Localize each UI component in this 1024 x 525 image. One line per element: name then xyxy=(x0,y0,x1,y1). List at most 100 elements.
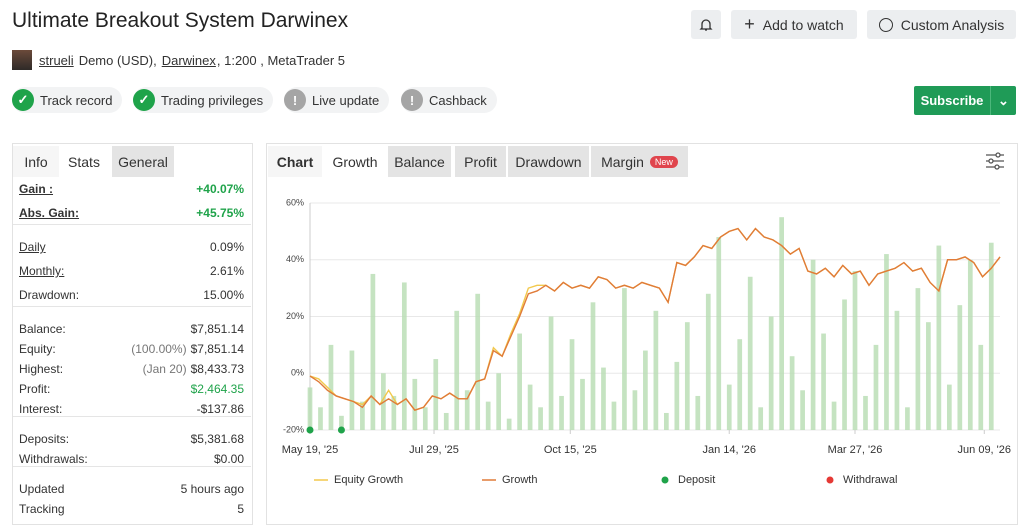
status-icon: ! xyxy=(401,89,423,111)
stat-value: $5,381.68 xyxy=(191,432,244,446)
stat-value: 5 xyxy=(237,502,244,516)
series-line xyxy=(309,227,1001,411)
y-tick-label: -20% xyxy=(283,424,304,434)
panel-tab[interactable]: Stats xyxy=(60,146,108,177)
activity-bar xyxy=(349,350,355,430)
y-tick-label: 60% xyxy=(286,197,304,207)
activity-bar xyxy=(789,356,795,430)
legend-label: Withdrawal xyxy=(843,474,897,486)
activity-bar xyxy=(485,401,491,430)
custom-analysis-button[interactable]: Custom Analysis xyxy=(867,10,1016,39)
stat-number: $0.00 xyxy=(213,452,244,466)
stat-label: Interest: xyxy=(19,402,63,416)
stat-value: $0.00 xyxy=(214,452,244,466)
tab-label: Profit xyxy=(464,153,497,170)
activity-bar xyxy=(318,407,323,430)
user-link[interactable]: strueli xyxy=(39,52,74,68)
x-tick-label: May 19, '25 xyxy=(282,444,339,456)
subscribe-label: Subscribe xyxy=(920,93,984,108)
stat-value: -$137.86 xyxy=(197,402,244,416)
activity-bar xyxy=(307,387,313,430)
stat-number: $2,464.35 xyxy=(190,382,244,396)
activity-bar xyxy=(422,407,428,430)
subscribe-button[interactable]: Subscribe ⌄ xyxy=(914,86,1016,115)
add-to-watch-button[interactable]: + Add to watch xyxy=(731,10,857,39)
tab-label: Margin xyxy=(601,153,644,170)
activity-bar xyxy=(831,401,837,430)
badge-label: Cashback xyxy=(429,92,487,108)
tab-label: Balance xyxy=(394,153,445,170)
activity-bar xyxy=(915,288,921,430)
activity-bar xyxy=(894,310,900,430)
stat-label: Withdrawals: xyxy=(19,452,88,466)
plus-icon: + xyxy=(744,14,755,34)
stat-number: 5 hours ago xyxy=(180,482,244,496)
marker xyxy=(306,426,314,434)
activity-bar xyxy=(821,333,826,430)
stat-label: Drawdown: xyxy=(19,288,80,302)
activity-bar xyxy=(360,401,365,430)
status-badge: ✓ Track record xyxy=(12,87,123,113)
chart-tab[interactable]: Balance xyxy=(388,146,451,177)
marker xyxy=(337,426,345,434)
stat-number: +45.75% xyxy=(196,206,244,220)
activity-bar xyxy=(967,259,973,430)
stat-number: 15.00% xyxy=(203,288,244,302)
status-icon: ✓ xyxy=(133,89,155,111)
chart-tab[interactable]: Drawdown xyxy=(508,146,589,177)
panel-tab[interactable]: Info xyxy=(13,146,59,177)
activity-bar xyxy=(401,282,407,430)
activity-bar xyxy=(684,322,690,430)
activity-bar xyxy=(926,322,931,430)
tab-label: Drawdown xyxy=(515,153,582,170)
button-label: Custom Analysis xyxy=(900,16,1005,33)
stat-note: (100.00%) xyxy=(131,342,187,356)
x-tick-label: Jul 29, '25 xyxy=(409,444,459,456)
y-tick-label: 0% xyxy=(291,368,304,378)
chart-tab[interactable]: Margin New xyxy=(591,146,688,177)
stat-value: 5 hours ago xyxy=(181,482,244,496)
account-type: Demo (USD), xyxy=(78,52,157,68)
y-tick-label: 40% xyxy=(286,254,304,264)
activity-bar xyxy=(611,401,617,430)
chart-tab[interactable]: Chart xyxy=(268,146,322,177)
stat-number: +40.07% xyxy=(196,182,244,196)
x-tick-label: Jun 09, '26 xyxy=(958,444,1011,456)
stat-number: -$137.86 xyxy=(196,402,244,416)
bell-button[interactable] xyxy=(691,10,721,39)
activity-bar xyxy=(842,299,847,430)
chart-tab[interactable]: Growth xyxy=(324,146,386,177)
dropdown-arrow: ⌄ xyxy=(990,86,1016,115)
activity-bar xyxy=(559,395,564,430)
x-tick-label: Jan 14, '26 xyxy=(702,444,755,456)
bell-icon xyxy=(699,18,713,31)
button-label: Add to watch xyxy=(762,16,844,33)
activity-bar xyxy=(653,310,659,430)
activity-bar xyxy=(454,310,460,430)
activity-bar xyxy=(873,344,879,430)
avatar xyxy=(12,50,32,70)
activity-bar xyxy=(548,316,554,430)
account-line: strueli Demo (USD), Darwinex, 1:200 , Meta… xyxy=(12,50,345,70)
stat-number: $5,381.68 xyxy=(190,432,244,446)
chart-settings-button[interactable] xyxy=(985,151,1005,171)
legend-label: Growth xyxy=(502,474,537,486)
activity-bar xyxy=(747,276,753,430)
panel-tab[interactable]: General xyxy=(112,146,174,177)
separator xyxy=(13,416,251,417)
badge-label: Track record xyxy=(40,92,113,108)
activity-bar xyxy=(695,395,701,430)
stat-number: $7,851.14 xyxy=(190,322,244,336)
legend-label: Equity Growth xyxy=(334,474,403,486)
growth-chart: -20% 0% 20% 40% 60% May 19, '25 Jul 29, '25 Oct… xyxy=(282,197,1011,486)
status-badge: ! Cashback xyxy=(401,87,497,113)
chart-tab[interactable]: Profit xyxy=(455,146,506,177)
stat-label: Monthly: xyxy=(19,264,65,278)
activity-bar xyxy=(412,378,418,430)
separator xyxy=(13,466,251,467)
broker-link[interactable]: Darwinex xyxy=(161,52,216,68)
stat-number: 2.61% xyxy=(209,264,244,278)
activity-bar xyxy=(517,333,522,430)
